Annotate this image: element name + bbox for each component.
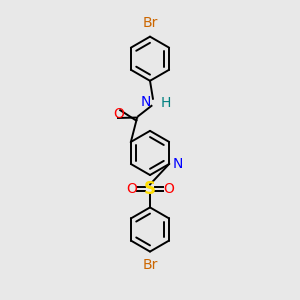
Text: S: S: [144, 180, 156, 198]
Text: Br: Br: [142, 16, 158, 30]
Text: H: H: [160, 96, 171, 110]
Text: N: N: [141, 95, 152, 109]
Text: O: O: [114, 107, 124, 121]
Text: Br: Br: [142, 258, 158, 272]
Text: O: O: [163, 182, 174, 196]
Text: O: O: [126, 182, 137, 196]
Text: N: N: [173, 157, 183, 171]
